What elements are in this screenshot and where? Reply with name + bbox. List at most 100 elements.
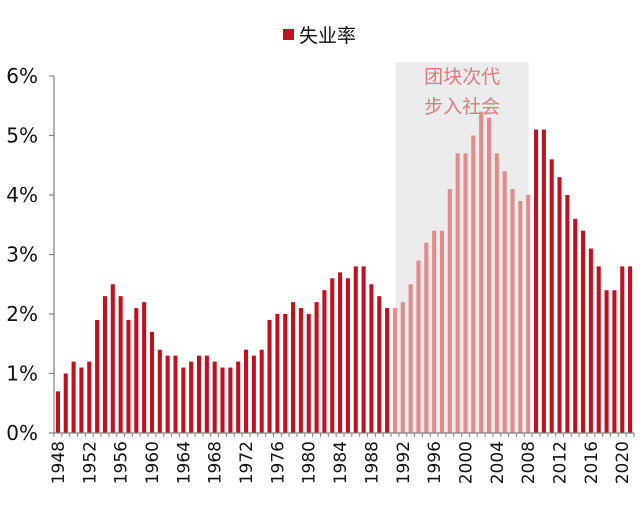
bar <box>157 349 162 433</box>
bar <box>87 361 92 433</box>
bar <box>95 319 100 433</box>
x-tick-label: 1980 <box>300 441 320 484</box>
bar <box>455 153 460 433</box>
annotation-label-line: 步入社会 <box>424 96 500 118</box>
x-tick-label: 1988 <box>362 441 382 484</box>
bar <box>596 266 601 433</box>
bar <box>165 355 170 433</box>
bar <box>369 284 374 433</box>
bar <box>416 260 421 433</box>
bar <box>361 266 366 433</box>
bar <box>518 200 523 433</box>
bar <box>604 290 609 433</box>
bar <box>251 355 256 433</box>
bar <box>385 308 390 433</box>
x-tick-label: 1956 <box>112 441 132 484</box>
annotation-label-line: 团块次代 <box>424 66 500 88</box>
bar <box>228 367 233 433</box>
x-tick-label: 2012 <box>551 441 571 484</box>
bar <box>620 266 625 433</box>
bar <box>306 314 311 433</box>
bar <box>338 272 343 433</box>
bar <box>541 129 546 434</box>
bar <box>55 391 60 433</box>
x-tick-label: 2004 <box>488 441 508 484</box>
bar <box>267 319 272 433</box>
legend-swatch <box>283 29 294 40</box>
bar <box>196 355 202 433</box>
bar <box>533 129 539 434</box>
bar <box>149 331 155 433</box>
x-tick-label: 1964 <box>174 441 194 484</box>
bar <box>173 355 178 433</box>
bar <box>314 302 319 433</box>
bar <box>283 314 288 433</box>
bar <box>432 230 437 433</box>
bar <box>486 117 492 434</box>
bar <box>102 296 107 433</box>
y-tick-label: 4% <box>6 183 38 207</box>
bar <box>588 248 593 433</box>
x-tick-label: 2016 <box>582 441 602 484</box>
bar <box>424 242 429 433</box>
bar <box>479 111 484 433</box>
bar <box>243 349 249 433</box>
bar <box>447 189 452 433</box>
bar <box>573 218 578 433</box>
x-tick-label: 1968 <box>206 441 226 484</box>
y-tick-label: 1% <box>6 362 38 386</box>
x-tick-label: 2020 <box>613 441 633 484</box>
bar <box>463 153 468 433</box>
x-tick-label: 1976 <box>268 441 288 484</box>
bar <box>134 308 139 433</box>
bar <box>400 302 405 433</box>
x-tick-label: 2000 <box>456 441 476 484</box>
x-tick-label: 1952 <box>80 441 100 484</box>
y-tick-label: 6% <box>6 64 38 88</box>
bar <box>142 302 147 433</box>
bar <box>63 373 68 433</box>
bar <box>118 296 123 433</box>
bar <box>110 284 115 433</box>
bar <box>204 355 209 433</box>
bar <box>471 135 476 433</box>
bar <box>494 153 499 433</box>
x-tick-label: 1948 <box>49 441 69 484</box>
bar <box>612 290 617 433</box>
bar <box>549 159 554 434</box>
bar <box>298 308 303 433</box>
bar <box>439 230 445 433</box>
bar <box>220 367 225 433</box>
y-tick-label: 3% <box>6 243 38 267</box>
bar <box>71 361 76 433</box>
bar <box>291 302 296 433</box>
bar <box>259 349 264 433</box>
bar <box>189 361 194 433</box>
x-tick-label: 1992 <box>394 441 414 484</box>
bar <box>510 189 515 433</box>
y-tick-label: 0% <box>6 421 38 445</box>
bar <box>353 266 358 433</box>
y-tick-label: 5% <box>6 124 38 148</box>
bar <box>181 367 186 433</box>
bar <box>502 171 507 433</box>
bar <box>377 296 382 433</box>
bar <box>126 319 131 433</box>
bar <box>79 367 84 433</box>
bar <box>557 177 562 433</box>
legend-label: 失业率 <box>299 25 356 47</box>
bar <box>275 314 280 433</box>
x-tick-label: 1972 <box>237 441 257 484</box>
bar <box>526 195 531 433</box>
bar <box>330 278 335 433</box>
bar <box>628 266 633 433</box>
x-tick-label: 1984 <box>331 441 351 484</box>
bar <box>322 290 327 433</box>
x-tick-label: 1960 <box>143 441 163 484</box>
x-tick-label: 2008 <box>519 441 539 484</box>
bar <box>212 361 217 433</box>
bar <box>236 361 241 433</box>
bar <box>565 195 570 433</box>
